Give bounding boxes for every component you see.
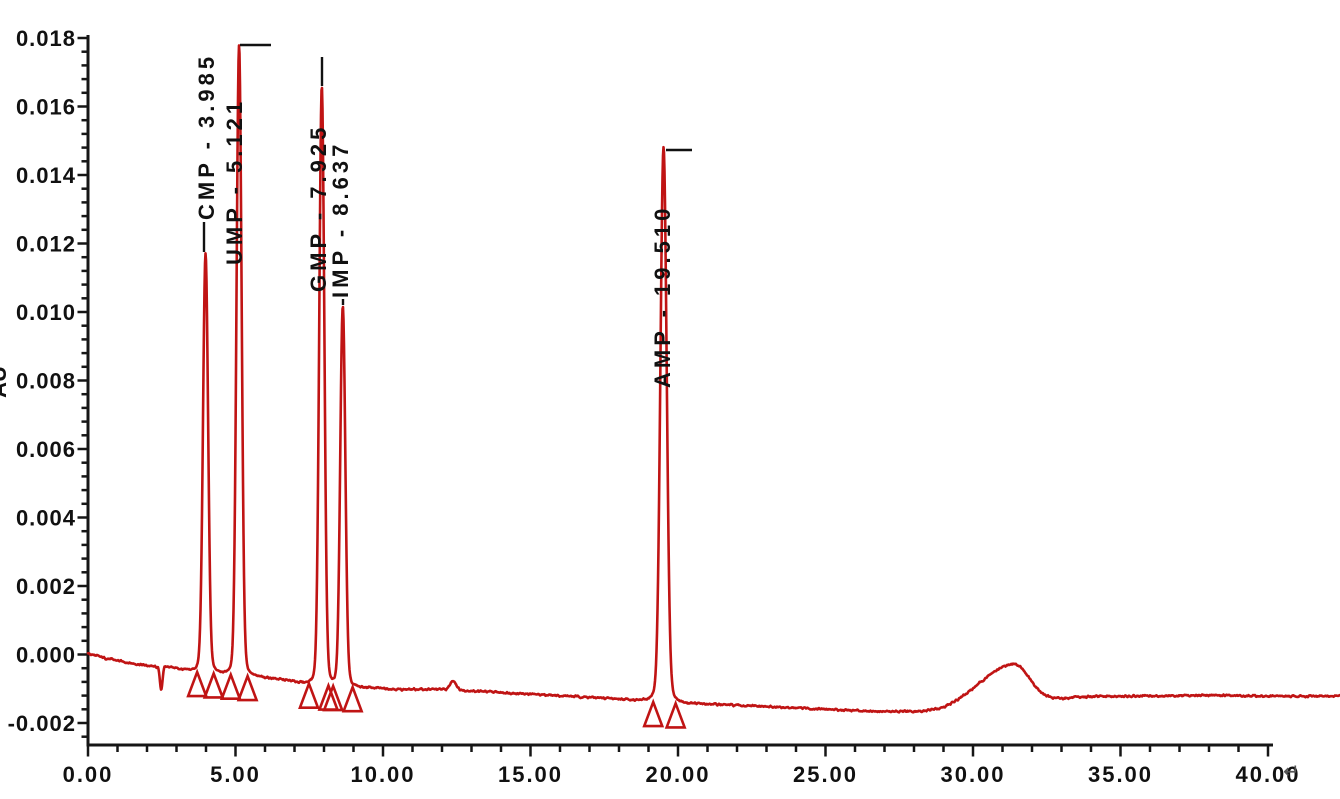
y-tick-label: 0.018: [16, 26, 76, 51]
integration-marker: [219, 670, 242, 700]
integration-marker: [298, 680, 320, 710]
y-tick-label: 0.002: [16, 574, 76, 599]
return-mark-icon: ↵: [1283, 761, 1300, 783]
y-tick-label: 0.010: [16, 300, 76, 325]
integration-marker: [664, 699, 687, 729]
y-tick-label: 0.000: [16, 643, 76, 668]
x-tick-label: 5.00: [210, 762, 261, 787]
y-tick-label: -0.002: [8, 711, 76, 736]
peak-label: AMP - 19.510: [650, 205, 675, 388]
peak-label: CMP - 3.985: [194, 53, 219, 220]
peak-label: UMP - 5.121: [222, 98, 247, 265]
y-tick-label: 0.016: [16, 95, 76, 120]
chromatogram-trace: [86, 44, 1340, 714]
y-tick-label: 0.012: [16, 232, 76, 257]
integration-marker: [322, 682, 345, 712]
peak-label: IMP - 8.637: [328, 141, 353, 298]
x-tick-label: 35.00: [1088, 762, 1153, 787]
x-tick-label: 10.00: [350, 762, 415, 787]
x-tick-label: 0.00: [63, 762, 114, 787]
integration-marker: [642, 698, 665, 728]
peak-label: GMP - 7.925: [306, 124, 331, 292]
integration-marker: [341, 683, 364, 713]
x-tick-label: 20.00: [645, 762, 710, 787]
integration-marker: [186, 668, 209, 698]
integration-marker: [202, 669, 225, 699]
x-tick-label: 15.00: [498, 762, 563, 787]
x-tick-label: 25.00: [793, 762, 858, 787]
integration-marker: [236, 672, 259, 702]
y-tick-label: 0.006: [16, 437, 76, 462]
y-tick-label: 0.014: [16, 163, 76, 188]
y-axis-title: AU: [0, 366, 11, 398]
x-tick-label: 40.00: [1235, 762, 1300, 787]
x-tick-label: 30.00: [940, 762, 1005, 787]
y-tick-label: 0.004: [16, 506, 76, 531]
y-tick-label: 0.008: [16, 369, 76, 394]
